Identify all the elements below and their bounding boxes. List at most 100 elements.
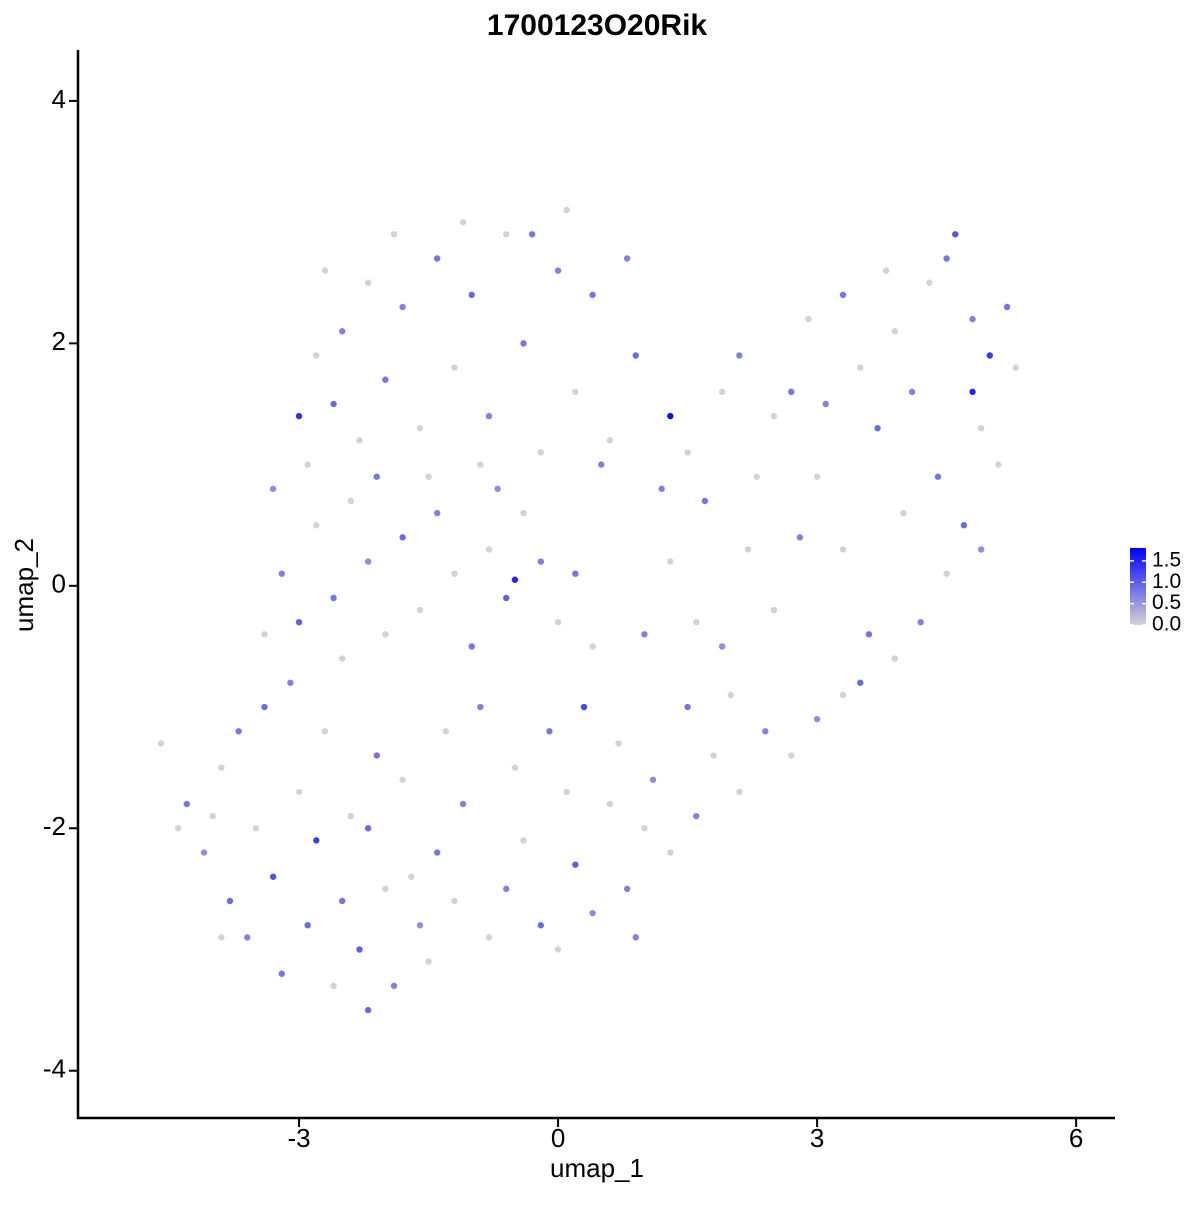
point bbox=[477, 461, 484, 468]
colorbar bbox=[1130, 548, 1146, 625]
point bbox=[900, 509, 907, 517]
point bbox=[468, 291, 475, 299]
point bbox=[330, 594, 337, 602]
y-tick-label: -2 bbox=[43, 811, 66, 841]
point bbox=[485, 412, 493, 420]
chart-title: 1700123O20Rik bbox=[487, 9, 707, 42]
point bbox=[174, 825, 182, 832]
point bbox=[425, 473, 432, 480]
point bbox=[520, 340, 527, 347]
point bbox=[554, 946, 562, 953]
point bbox=[572, 861, 579, 868]
point bbox=[157, 740, 165, 747]
point bbox=[520, 509, 527, 517]
point bbox=[503, 885, 510, 893]
point bbox=[347, 497, 355, 505]
point bbox=[943, 570, 950, 577]
point bbox=[520, 837, 527, 844]
point bbox=[451, 897, 458, 905]
point bbox=[813, 473, 821, 480]
point bbox=[926, 279, 933, 286]
point bbox=[658, 485, 665, 493]
point bbox=[667, 849, 674, 856]
point bbox=[572, 570, 579, 577]
point bbox=[736, 788, 743, 796]
point bbox=[261, 703, 268, 711]
point bbox=[693, 618, 700, 626]
point bbox=[839, 546, 847, 553]
point bbox=[839, 691, 847, 699]
point bbox=[554, 267, 562, 274]
y-tick-label: 2 bbox=[52, 326, 66, 356]
point bbox=[433, 509, 441, 517]
point bbox=[865, 631, 873, 638]
point bbox=[442, 728, 450, 735]
point bbox=[339, 897, 346, 905]
point bbox=[572, 388, 579, 396]
point bbox=[598, 461, 605, 468]
point bbox=[339, 655, 346, 662]
point bbox=[295, 412, 303, 420]
point bbox=[788, 752, 795, 759]
point bbox=[183, 800, 190, 808]
point bbox=[477, 703, 484, 711]
point bbox=[485, 934, 493, 941]
point bbox=[753, 473, 760, 480]
point bbox=[356, 946, 363, 953]
point bbox=[623, 885, 631, 893]
point bbox=[278, 970, 285, 977]
point bbox=[615, 740, 622, 747]
point bbox=[433, 849, 441, 856]
point bbox=[399, 534, 406, 541]
point bbox=[969, 388, 976, 396]
point bbox=[891, 655, 899, 662]
point bbox=[623, 255, 631, 262]
point bbox=[261, 631, 268, 638]
point bbox=[364, 279, 372, 286]
point bbox=[943, 255, 950, 262]
colorbar-label: 0.5 bbox=[1152, 591, 1181, 614]
point bbox=[796, 534, 804, 541]
point bbox=[1012, 364, 1019, 371]
point bbox=[416, 425, 424, 432]
point bbox=[874, 425, 881, 432]
point bbox=[736, 352, 743, 359]
point bbox=[399, 303, 406, 311]
point bbox=[399, 776, 406, 783]
point bbox=[960, 522, 968, 529]
point bbox=[408, 873, 415, 880]
point bbox=[563, 206, 570, 214]
point bbox=[503, 231, 510, 238]
point bbox=[995, 461, 1002, 468]
point bbox=[269, 873, 277, 880]
point bbox=[554, 618, 562, 626]
point bbox=[218, 764, 225, 771]
point bbox=[546, 728, 553, 735]
point bbox=[589, 909, 596, 917]
point bbox=[364, 558, 372, 565]
point bbox=[718, 388, 726, 396]
point bbox=[356, 437, 363, 444]
point bbox=[537, 449, 545, 456]
point bbox=[330, 982, 337, 990]
point bbox=[330, 400, 337, 408]
x-tick-label: 0 bbox=[551, 1123, 565, 1153]
point bbox=[313, 837, 320, 844]
point bbox=[373, 752, 380, 759]
point bbox=[684, 703, 691, 711]
point bbox=[451, 364, 458, 371]
point bbox=[649, 776, 657, 783]
point bbox=[390, 231, 398, 238]
point bbox=[295, 618, 303, 626]
point bbox=[347, 812, 355, 820]
point bbox=[459, 218, 467, 226]
point bbox=[632, 352, 639, 359]
point bbox=[494, 485, 501, 493]
point bbox=[382, 885, 389, 893]
point bbox=[226, 897, 234, 905]
point bbox=[917, 618, 924, 626]
point bbox=[278, 570, 285, 577]
point bbox=[952, 231, 959, 238]
point bbox=[209, 812, 216, 820]
